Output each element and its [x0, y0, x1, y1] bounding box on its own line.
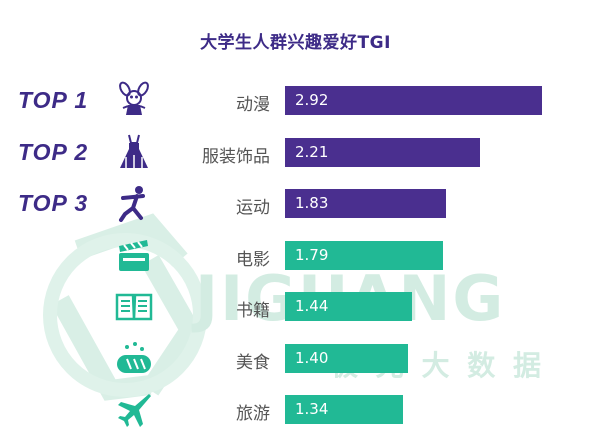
- anime-character-icon: [115, 81, 153, 119]
- category-label: 服装饰品: [202, 146, 270, 167]
- bar-value-label: 1.40: [295, 348, 329, 367]
- bread-icon: [115, 339, 153, 377]
- bar: 2.92: [285, 86, 542, 115]
- airplane-icon: [115, 390, 153, 428]
- bar: 1.83: [285, 189, 447, 218]
- category-label: 电影: [236, 249, 270, 270]
- rank-label: TOP 2: [18, 138, 89, 165]
- bar-value-label: 2.92: [295, 91, 329, 109]
- bar: 1.40: [285, 343, 409, 373]
- category-label: 运动: [236, 198, 270, 218]
- rank-label: TOP 3: [18, 190, 89, 216]
- bar: 1.44: [285, 292, 412, 321]
- category-label: 书籍: [236, 301, 270, 321]
- bar: 1.79: [285, 240, 443, 270]
- bar-value-label: 1.34: [295, 400, 329, 418]
- running-person-icon: [115, 184, 153, 222]
- dress-icon: [115, 133, 153, 171]
- bar-value-label: 1.83: [295, 194, 329, 212]
- bar: 1.34: [285, 395, 403, 424]
- open-book-icon: [115, 287, 153, 325]
- category-label: 美食: [236, 352, 270, 373]
- category-label: 动漫: [236, 95, 270, 115]
- bar-value-label: 2.21: [295, 142, 329, 161]
- chart-title: 大学生人群兴趣爱好TGI: [200, 33, 391, 53]
- rank-label: TOP 1: [18, 87, 89, 113]
- category-label: 旅游: [236, 404, 270, 424]
- clapperboard-icon: [115, 236, 153, 274]
- bar-value-label: 1.44: [295, 297, 329, 315]
- bar: 2.21: [285, 137, 480, 167]
- bar-value-label: 1.79: [295, 245, 329, 264]
